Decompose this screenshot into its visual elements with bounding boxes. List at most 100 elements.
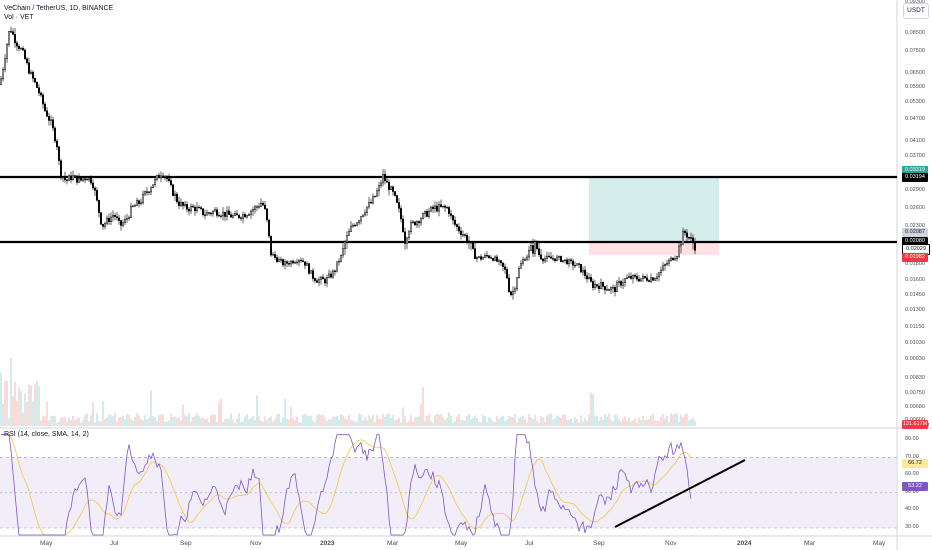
- volume-bar: [52, 415, 54, 426]
- candle-body: [92, 182, 94, 189]
- symbol-title[interactable]: VeChain / TetherUS, 1D, BINANCE: [4, 5, 114, 12]
- candle-body: [610, 287, 612, 291]
- volume-bar: [550, 413, 552, 426]
- candle-body: [82, 178, 84, 181]
- volume-bar: [148, 417, 150, 426]
- candle-body: [448, 207, 450, 215]
- volume-bar: [664, 418, 666, 426]
- candle-body: [424, 210, 426, 214]
- candle-body: [456, 224, 458, 227]
- volume-bar: [298, 422, 300, 426]
- candle-body: [220, 215, 222, 217]
- volume-bar: [340, 414, 342, 426]
- volume-bar: [396, 419, 398, 426]
- volume-bar: [474, 415, 476, 426]
- candle-body: [356, 222, 358, 226]
- candle-body: [466, 235, 468, 242]
- volume-bar: [300, 422, 302, 426]
- volume-bar: [80, 422, 82, 426]
- candle-body: [332, 270, 334, 278]
- currency-button[interactable]: USDT: [903, 3, 929, 19]
- rsi-trendline: [614, 459, 746, 528]
- volume-bar: [274, 418, 276, 426]
- volume-bar: [410, 414, 412, 426]
- candle-body: [514, 288, 516, 292]
- candle-body: [410, 222, 412, 232]
- candle-body: [556, 256, 558, 261]
- volume-bar: [472, 417, 474, 426]
- volume-bar: [136, 413, 138, 426]
- price-label: 0.08500: [905, 30, 925, 36]
- volume-bar: [134, 416, 136, 426]
- candle-body: [544, 258, 546, 262]
- candle-body: [20, 48, 22, 50]
- candle-body: [108, 217, 110, 223]
- candle-body: [516, 277, 518, 290]
- candle-body: [554, 258, 556, 261]
- candle-body: [280, 259, 282, 261]
- candle-body: [326, 277, 328, 284]
- candle-body: [40, 92, 42, 96]
- volume-bar: [352, 420, 354, 426]
- candle-body: [618, 281, 620, 283]
- volume-bar: [592, 394, 594, 426]
- volume-bar: [684, 414, 686, 426]
- volume-bar: [500, 416, 502, 426]
- candle-body: [58, 146, 60, 161]
- volume-bar: [380, 419, 382, 426]
- volume-bar: [66, 421, 68, 426]
- volume-bar: [612, 421, 614, 426]
- candle-body: [322, 276, 324, 280]
- volume-bar: [618, 418, 620, 426]
- candle-body: [534, 241, 536, 254]
- volume-bars: [0, 357, 696, 426]
- candle-body: [146, 191, 148, 193]
- volume-bar: [326, 420, 328, 426]
- candle-body: [66, 179, 68, 181]
- price-label: 0.04700: [905, 116, 925, 122]
- candle-body: [176, 193, 178, 203]
- candle-body: [406, 237, 408, 244]
- candle-body: [286, 261, 288, 264]
- candle-body: [512, 290, 514, 296]
- candle-body: [8, 31, 10, 45]
- price-label: 0.02300: [905, 223, 925, 229]
- volume-bar: [316, 415, 318, 426]
- rsi-axis-label: 80.00: [905, 436, 919, 442]
- candle-body: [214, 209, 216, 212]
- volume-bar: [10, 357, 12, 426]
- volume-bar: [624, 416, 626, 426]
- volume-bar: [320, 415, 322, 426]
- volume-bar: [608, 413, 610, 426]
- candle-body: [126, 218, 128, 220]
- candle-body: [642, 276, 644, 279]
- volume-bar: [546, 415, 548, 426]
- candle-body: [442, 205, 444, 208]
- candle-body: [262, 202, 264, 206]
- candle-body: [130, 205, 132, 218]
- candle-body: [372, 196, 374, 204]
- time-label: Sep: [593, 540, 605, 547]
- volume-bar: [308, 415, 310, 426]
- volume-bar: [170, 413, 172, 426]
- price-label: 0.00830: [905, 375, 925, 381]
- volume-bar: [142, 420, 144, 426]
- volume-bar: [366, 419, 368, 426]
- candle-body: [184, 204, 186, 206]
- candle-body: [34, 78, 36, 83]
- volume-bar: [506, 419, 508, 426]
- rsi-band: [0, 457, 897, 528]
- candle-body: [150, 187, 152, 193]
- volume-bar: [580, 415, 582, 426]
- candle-body: [10, 31, 12, 33]
- volume-bar: [164, 421, 166, 426]
- candle-body: [340, 254, 342, 262]
- volume-bar: [636, 422, 638, 426]
- volume-bar: [450, 415, 452, 426]
- volume-bar: [674, 413, 676, 426]
- candle-body: [138, 200, 140, 204]
- candle-body: [156, 175, 158, 180]
- volume-bar: [30, 385, 32, 426]
- candle-body: [158, 175, 160, 179]
